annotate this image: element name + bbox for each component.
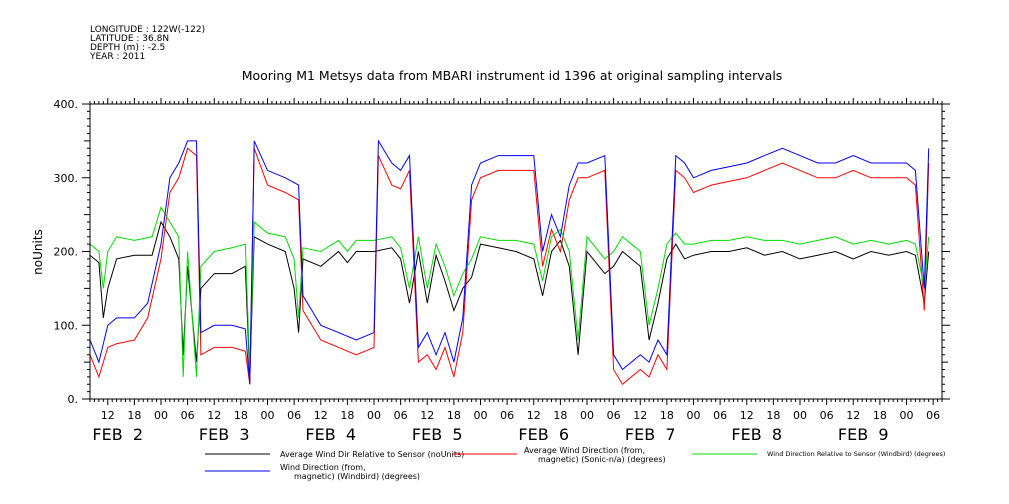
- x-tick-label: 06: [287, 409, 301, 422]
- chart-title: Mooring M1 Metsys data from MBARI instru…: [242, 68, 783, 83]
- meta-longitude: LONGITUDE : 122W(-122): [90, 25, 205, 35]
- x-tick-label: 12: [846, 409, 860, 422]
- x-tick-label: 00: [474, 409, 488, 422]
- x-tick-label: 12: [314, 409, 328, 422]
- legend-label: Wind Direction Relative to Sensor (Windb…: [767, 450, 945, 458]
- series-line-2: [89, 206, 930, 377]
- x-tick-label: 06: [394, 409, 408, 422]
- x-tick-label: 18: [873, 409, 887, 422]
- x-tick-label: 06: [713, 409, 727, 422]
- y-tick-label: 200.: [54, 246, 79, 259]
- y-tick-label: 400.: [54, 98, 79, 111]
- x-tick-label: 12: [633, 409, 647, 422]
- legend: Average Wind Dir Relative to Sensor (noU…: [205, 446, 945, 481]
- x-tick-label: 06: [820, 409, 834, 422]
- y-tick-label: 0.: [68, 393, 79, 406]
- legend-label: Wind Direction (from,: [280, 463, 366, 472]
- x-tick-label: 18: [447, 409, 461, 422]
- x-tick-label: 06: [926, 409, 940, 422]
- x-day-label: FEB 4: [305, 425, 356, 444]
- x-day-label: FEB 8: [731, 425, 782, 444]
- x-tick-label: 00: [261, 409, 275, 422]
- x-tick-label: 18: [660, 409, 674, 422]
- metadata-block: LONGITUDE : 122W(-122) LATITUDE : 36.8N …: [89, 25, 205, 62]
- meta-latitude: LATITUDE : 36.8N: [90, 34, 169, 44]
- x-day-label: FEB 5: [412, 425, 463, 444]
- legend-label-cont: magnetic) (Sonic-n/a) (degrees): [538, 455, 666, 464]
- x-tick-label: 12: [420, 409, 434, 422]
- y-tick-label: 100.: [54, 319, 79, 332]
- legend-label: Average Wind Direction (from,: [524, 446, 645, 455]
- meta-depth: DEPTH (m) : -2.5: [90, 43, 165, 53]
- series-line-3: [89, 139, 930, 385]
- x-day-label: FEB 2: [92, 425, 143, 444]
- x-tick-label: 12: [207, 409, 221, 422]
- series-line-1: [89, 147, 930, 386]
- x-tick-label: 06: [500, 409, 514, 422]
- x-tick-label: 12: [527, 409, 541, 422]
- x-tick-label: 12: [101, 409, 115, 422]
- plot-area: [89, 139, 930, 386]
- series-line-0: [89, 220, 930, 377]
- x-tick-label: 00: [687, 409, 701, 422]
- x-tick-label: 06: [607, 409, 621, 422]
- legend-label-cont: magnetic) (Windbird) (degrees): [294, 472, 420, 481]
- x-tick-label: 00: [154, 409, 168, 422]
- x-tick-label: 12: [740, 409, 754, 422]
- y-tick-label: 300.: [54, 172, 79, 185]
- meta-year: YEAR : 2011: [89, 52, 145, 62]
- x-tick-label: 00: [580, 409, 594, 422]
- x-tick-label: 18: [127, 409, 141, 422]
- x-day-label: FEB 9: [838, 425, 889, 444]
- x-tick-label: 00: [900, 409, 914, 422]
- x-tick-label: 00: [793, 409, 807, 422]
- x-tick-label: 18: [234, 409, 248, 422]
- x-tick-label: 06: [181, 409, 195, 422]
- x-tick-label: 18: [553, 409, 567, 422]
- x-tick-label: 18: [766, 409, 780, 422]
- legend-label: Average Wind Dir Relative to Sensor (noU…: [280, 450, 464, 459]
- x-day-label: FEB 3: [199, 425, 250, 444]
- axes: 0. 100. 200. 300. 400. 12 18 00 06 12 18 00 06 12 18 00…: [54, 98, 950, 444]
- x-day-label: FEB 7: [625, 425, 676, 444]
- x-tick-label: 18: [340, 409, 354, 422]
- x-day-label: FEB 6: [518, 425, 569, 444]
- y-axis-label: noUnits: [31, 229, 45, 275]
- x-tick-label: 00: [367, 409, 381, 422]
